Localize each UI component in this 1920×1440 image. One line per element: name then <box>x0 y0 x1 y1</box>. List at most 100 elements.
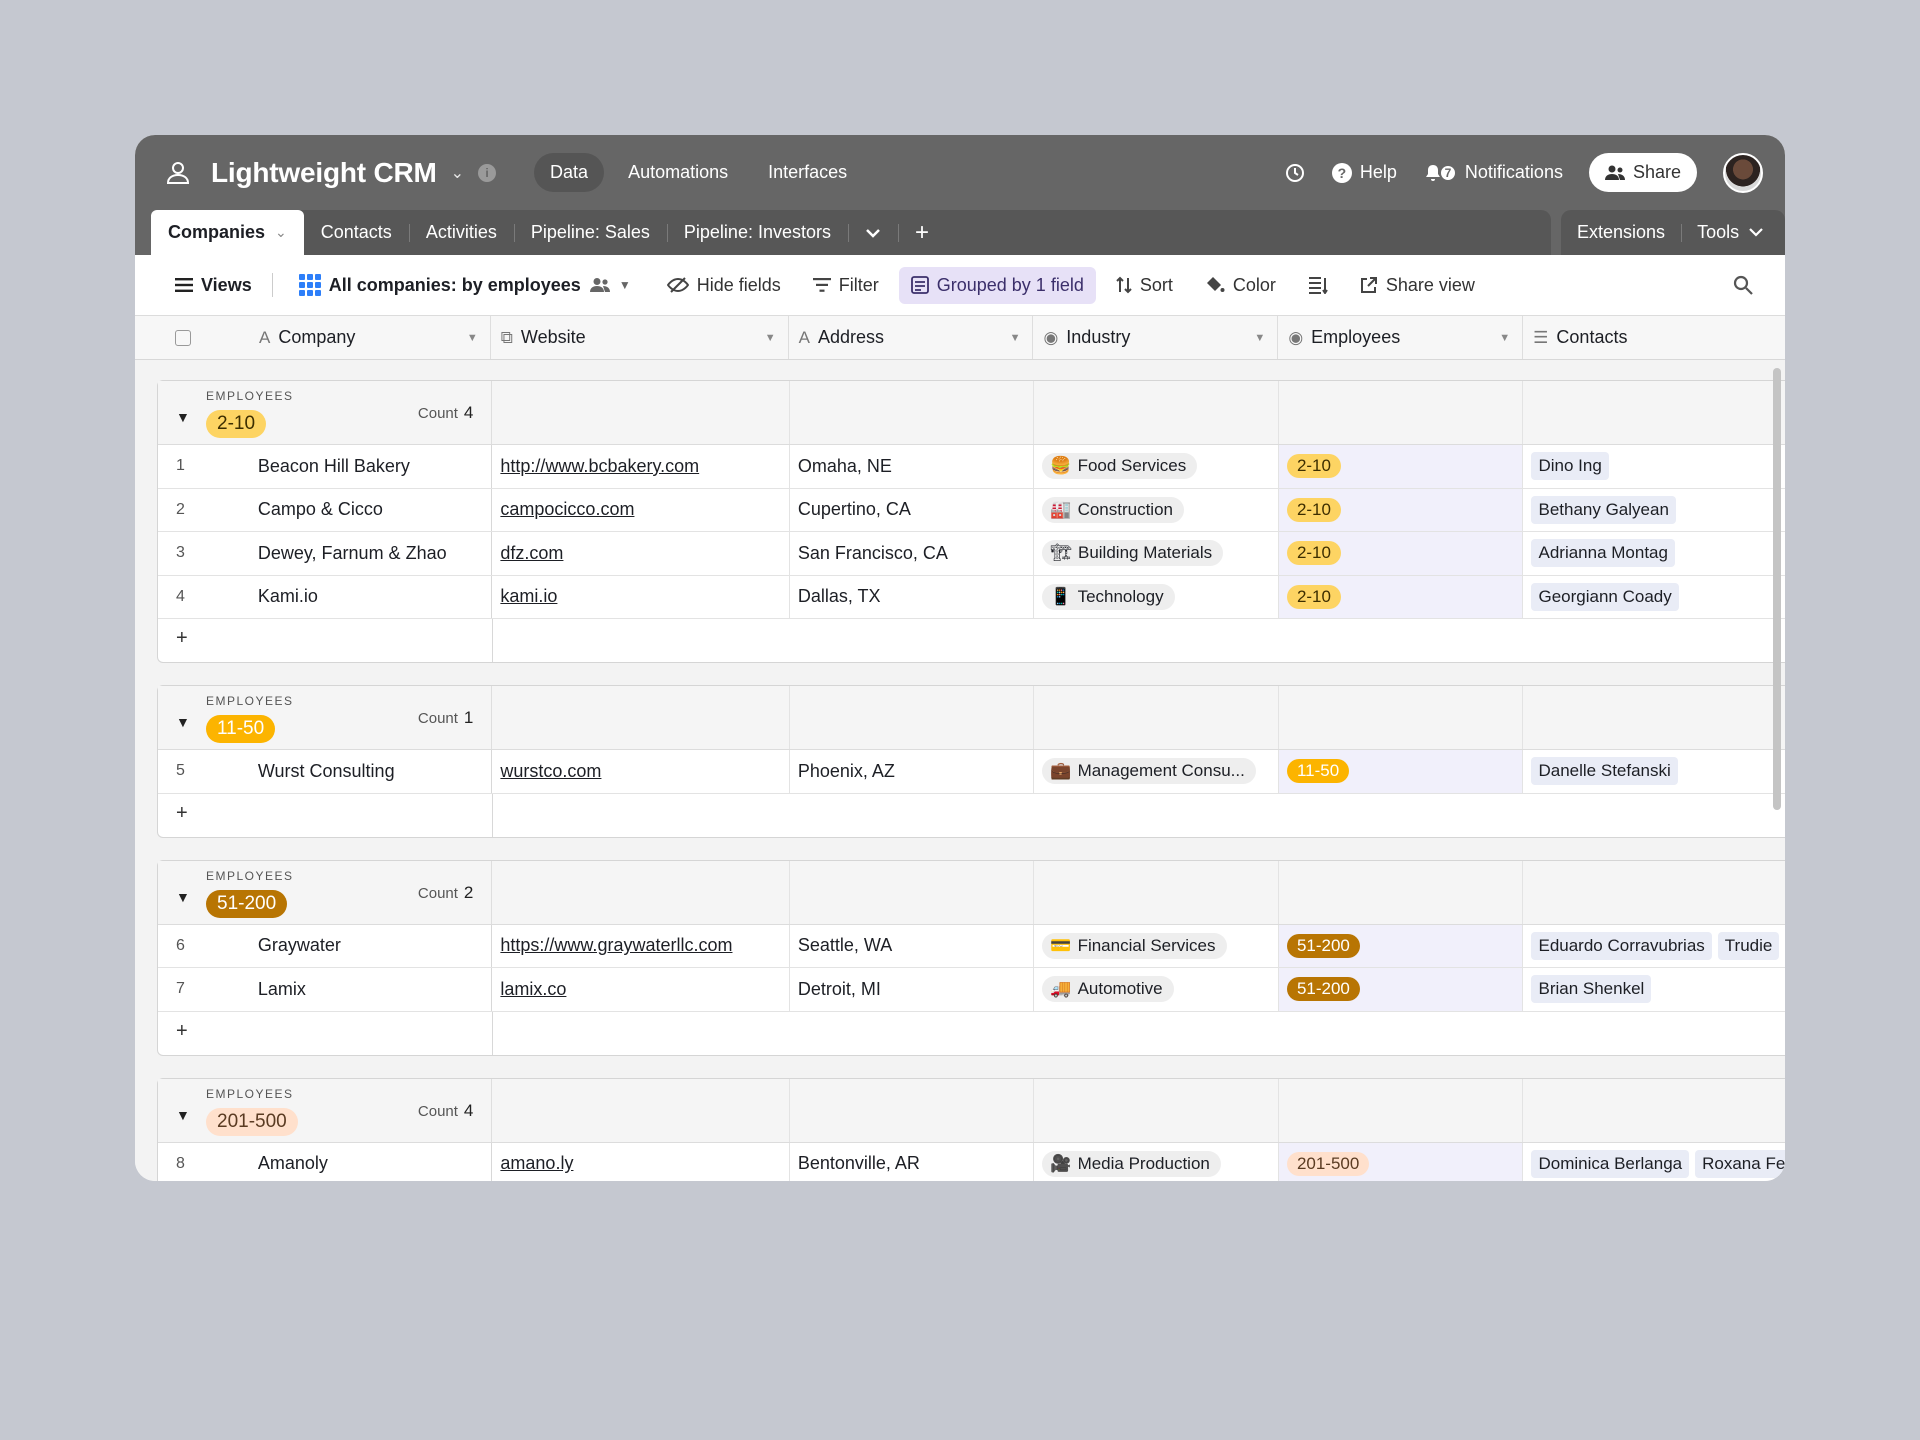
company-cell[interactable]: Dewey, Farnum & Zhao <box>258 532 493 575</box>
column-header-company[interactable]: A Company ▼ <box>135 316 491 359</box>
address-cell[interactable]: Bentonville, AR <box>790 1142 1035 1181</box>
industry-cell[interactable]: 🏗 Building Materials <box>1034 532 1279 575</box>
address-cell[interactable]: Seattle, WA <box>790 924 1035 967</box>
contacts-cell[interactable]: Bethany Galyean <box>1523 489 1785 532</box>
contacts-cell[interactable]: Eduardo Corravubrias Trudie <box>1523 925 1785 968</box>
employees-cell[interactable]: 201-500 <box>1278 1142 1524 1181</box>
add-record-plus-icon[interactable]: + <box>158 1011 493 1055</box>
base-menu-chevron-icon[interactable]: ⌄ <box>450 164 465 182</box>
website-link[interactable]: dfz.com <box>500 542 564 563</box>
address-cell[interactable]: Cupertino, CA <box>790 488 1035 531</box>
employees-cell[interactable]: 2-10 <box>1278 445 1524 488</box>
add-record-plus-icon[interactable]: + <box>158 793 493 837</box>
table-row[interactable]: 1 Beacon Hill Bakery http://www.bcbakery… <box>158 445 1785 489</box>
company-cell[interactable]: Beacon Hill Bakery <box>258 445 493 488</box>
group-header[interactable]: ▼ EMPLOYEES 201-500 Count 4 <box>158 1078 1785 1143</box>
tab-contacts[interactable]: Contacts <box>320 222 392 242</box>
extensions-button[interactable]: Extensions <box>1577 222 1666 242</box>
column-header-contacts[interactable]: ☰ Contacts <box>1523 316 1785 359</box>
views-button[interactable]: Views <box>163 267 264 304</box>
employees-cell[interactable]: 2-10 <box>1278 575 1524 618</box>
table-row[interactable]: 4 Kami.io kami.io Dallas, TX 📱 Technology… <box>158 575 1785 619</box>
add-table-plus-icon[interactable]: + <box>897 210 946 255</box>
caret-down-icon[interactable]: ▼ <box>1254 331 1266 344</box>
contact-chip[interactable]: Georgiann Coady <box>1531 582 1679 611</box>
sort-button[interactable]: Sort <box>1104 267 1185 304</box>
company-cell[interactable]: Amanoly <box>258 1142 493 1181</box>
collapse-triangle-icon[interactable]: ▼ <box>176 409 190 425</box>
view-switcher[interactable]: All companies: by employees ▼ <box>287 266 643 304</box>
table-row[interactable]: 8 Amanoly amano.ly Bentonville, AR 🎥 Medi… <box>158 1142 1785 1181</box>
contact-chip[interactable]: Dominica Berlanga <box>1531 1149 1690 1178</box>
address-cell[interactable]: Phoenix, AZ <box>790 750 1035 793</box>
contact-chip[interactable]: Eduardo Corravubrias <box>1531 931 1712 960</box>
caret-down-icon[interactable]: ▼ <box>466 331 478 344</box>
base-title[interactable]: Lightweight CRM <box>211 156 437 188</box>
website-link[interactable]: wurstco.com <box>500 760 602 781</box>
nav-interfaces[interactable]: Interfaces <box>768 162 848 182</box>
contact-chip[interactable]: Trudie <box>1717 931 1780 960</box>
tab-activities[interactable]: Activities <box>408 210 514 255</box>
caret-down-icon[interactable]: ▼ <box>1499 331 1511 344</box>
add-record-plus-icon[interactable]: + <box>158 619 493 662</box>
industry-cell[interactable]: 💼 Management Consu... <box>1034 750 1279 793</box>
history-button[interactable] <box>1284 162 1306 184</box>
tab-pipeline-investors[interactable]: Pipeline: Investors <box>666 210 848 255</box>
table-row[interactable]: 3 Dewey, Farnum & Zhao dfz.com San Franc… <box>158 532 1785 576</box>
group-header[interactable]: ▼ EMPLOYEES 51-200 Count 2 <box>158 860 1785 925</box>
address-cell[interactable]: Detroit, MI <box>790 968 1035 1011</box>
group-header[interactable]: ▼ EMPLOYEES 11-50 Count 1 <box>158 686 1785 750</box>
nav-automations[interactable]: Automations <box>628 162 729 182</box>
industry-cell[interactable]: 🎥 Media Production <box>1034 1142 1279 1181</box>
add-record-row[interactable]: + <box>158 793 1785 837</box>
caret-down-icon[interactable]: ▼ <box>1009 331 1021 344</box>
company-cell[interactable]: Wurst Consulting <box>258 750 493 793</box>
employees-cell[interactable]: 51-200 <box>1278 968 1524 1011</box>
website-cell[interactable]: wurstco.com <box>492 750 790 793</box>
column-header-employees[interactable]: ◉ Employees ▼ <box>1278 316 1524 359</box>
table-row[interactable]: 6 Graywater https://www.graywaterllc.com… <box>158 924 1785 968</box>
more-tables-chevron-icon[interactable] <box>847 210 898 255</box>
select-all-checkbox[interactable] <box>175 329 191 346</box>
website-cell[interactable]: http://www.bcbakery.com <box>492 445 790 488</box>
tools-button[interactable]: Tools <box>1681 210 1779 255</box>
group-button[interactable]: Grouped by 1 field <box>898 266 1096 304</box>
website-link[interactable]: lamix.co <box>500 978 567 999</box>
share-view-button[interactable]: Share view <box>1348 267 1487 304</box>
tab-pipeline-sales[interactable]: Pipeline: Sales <box>513 210 667 255</box>
contact-chip[interactable]: Brian Shenkel <box>1531 975 1652 1004</box>
search-button[interactable] <box>1721 267 1765 303</box>
table-row[interactable]: 5 Wurst Consulting wurstco.com Phoenix, … <box>158 750 1785 794</box>
contact-chip[interactable]: Adrianna Montag <box>1531 539 1675 568</box>
caret-down-icon[interactable]: ▼ <box>764 331 776 344</box>
website-cell[interactable]: lamix.co <box>492 968 790 1011</box>
company-cell[interactable]: Graywater <box>258 924 493 967</box>
column-header-industry[interactable]: ◉ Industry ▼ <box>1033 316 1279 359</box>
industry-cell[interactable]: 🍔 Food Services <box>1034 445 1279 488</box>
industry-cell[interactable]: 💳 Financial Services <box>1034 924 1279 967</box>
contacts-cell[interactable]: Georgiann Coady <box>1523 576 1785 619</box>
filter-button[interactable]: Filter <box>801 267 891 304</box>
contact-chip[interactable]: Bethany Galyean <box>1531 495 1676 524</box>
website-link[interactable]: amano.ly <box>500 1153 574 1174</box>
group-header[interactable]: ▼ EMPLOYEES 2-10 Count 4 <box>158 381 1785 445</box>
user-avatar[interactable] <box>1723 152 1763 193</box>
contacts-cell[interactable]: Brian Shenkel <box>1523 968 1785 1011</box>
employees-cell[interactable]: 2-10 <box>1278 488 1524 531</box>
industry-cell[interactable]: 🚚 Automotive <box>1034 968 1279 1011</box>
nav-data[interactable]: Data <box>534 153 605 192</box>
employees-cell[interactable]: 2-10 <box>1278 532 1524 575</box>
collapse-triangle-icon[interactable]: ▼ <box>176 1106 190 1123</box>
website-cell[interactable]: campocicco.com <box>492 488 790 531</box>
table-row[interactable]: 2 Campo & Cicco campocicco.com Cupertino… <box>158 488 1785 532</box>
help-button[interactable]: ? Help <box>1331 162 1397 183</box>
add-record-row[interactable]: + <box>158 1011 1785 1055</box>
address-cell[interactable]: San Francisco, CA <box>790 532 1035 575</box>
company-cell[interactable]: Lamix <box>258 968 493 1011</box>
company-cell[interactable]: Kami.io <box>258 575 493 618</box>
color-button[interactable]: Color <box>1193 267 1288 304</box>
website-cell[interactable]: dfz.com <box>492 532 790 575</box>
info-icon[interactable]: i <box>478 163 497 182</box>
column-header-address[interactable]: A Address ▼ <box>789 316 1034 359</box>
industry-cell[interactable]: 🏭 Construction <box>1034 488 1279 531</box>
